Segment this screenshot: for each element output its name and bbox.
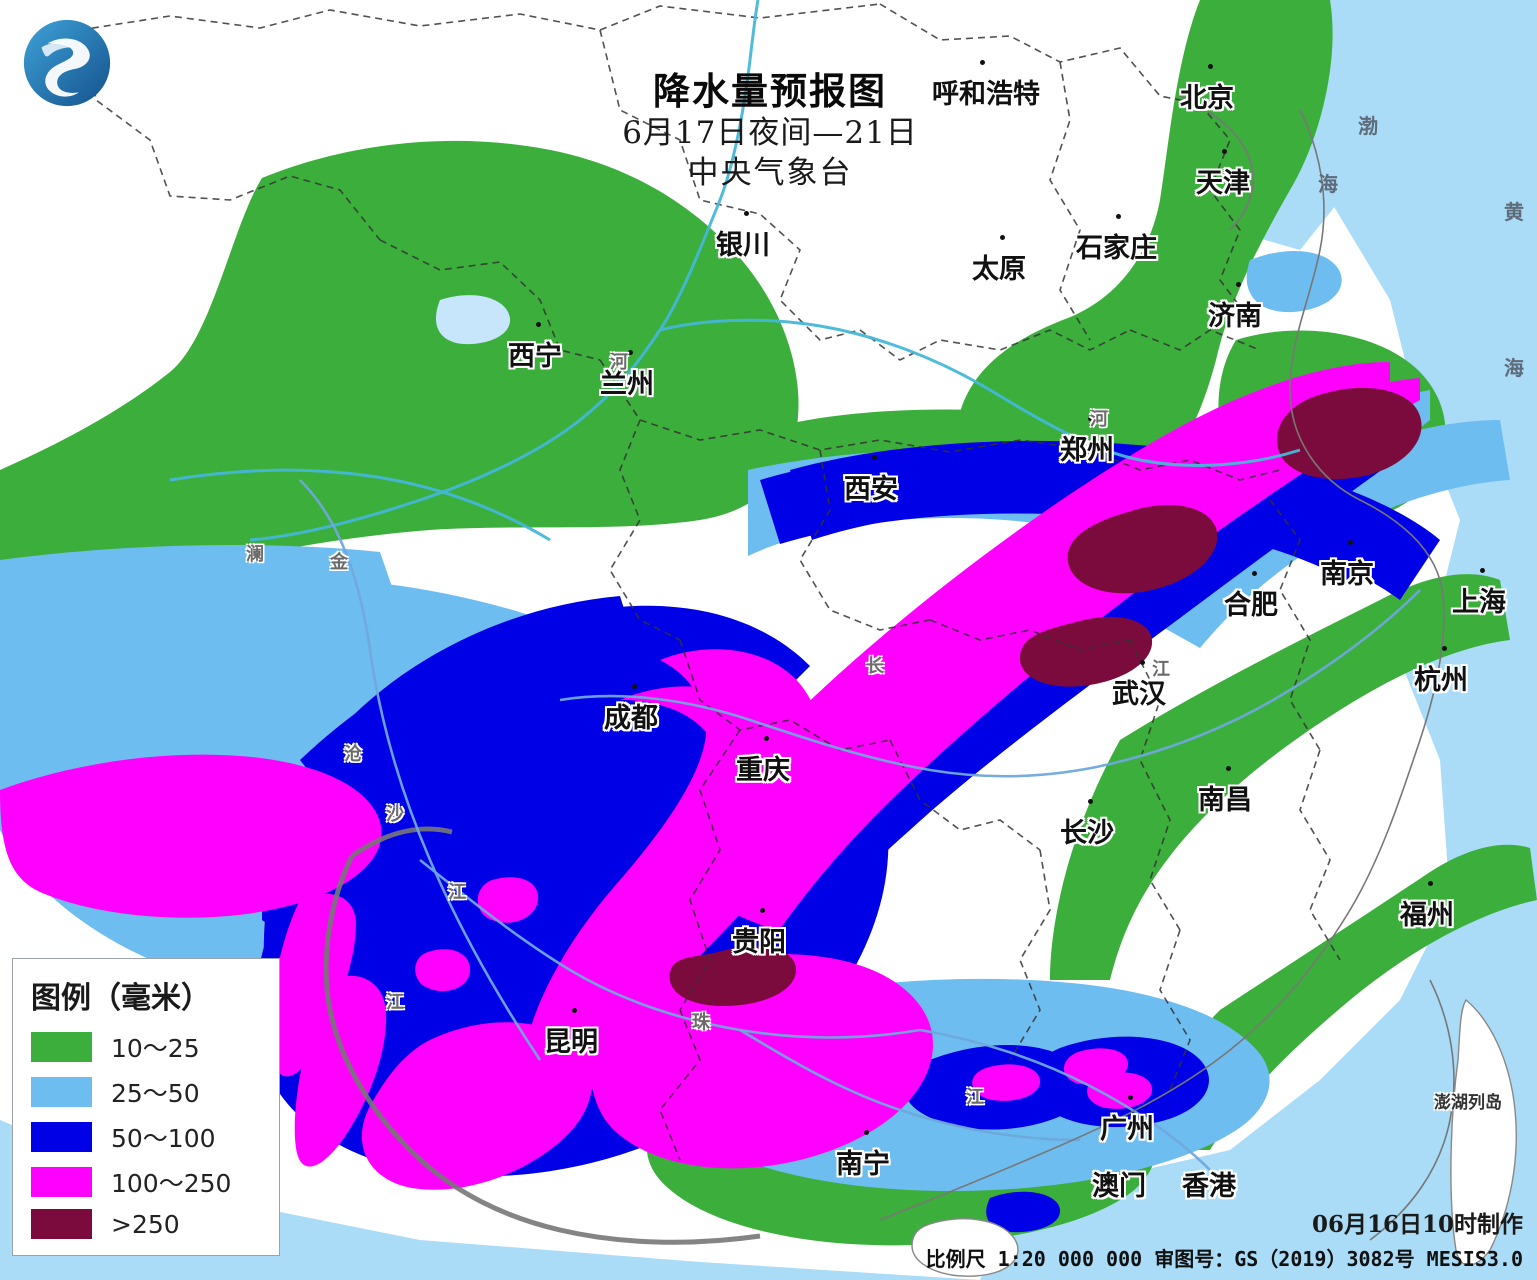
city-dot <box>1000 235 1005 240</box>
legend-label: 25～50 <box>111 1079 200 1108</box>
city-dot <box>536 322 541 327</box>
city-dot <box>872 455 877 460</box>
scale-and-approval: 比例尺 1:20 000 000 审图号：GS（2019）3082号 MESIS… <box>925 1247 1523 1271</box>
city-dot <box>1222 149 1227 154</box>
legend-label: 100～250 <box>111 1169 232 1198</box>
city-dot <box>632 684 637 689</box>
city-dot <box>980 60 985 65</box>
city-dot <box>1208 64 1213 69</box>
city-dot <box>864 1130 869 1135</box>
city-dot <box>744 211 749 216</box>
city-dot <box>1480 568 1485 573</box>
legend-swatch <box>31 1209 92 1239</box>
legend-swatch <box>31 1122 92 1152</box>
city-dot <box>1128 1095 1133 1100</box>
city-dot <box>1140 660 1145 665</box>
legend-swatch <box>31 1167 92 1197</box>
legend-label: 50～100 <box>111 1124 216 1153</box>
legend-swatch <box>31 1077 92 1107</box>
legend-item: 50～100 <box>31 1119 279 1155</box>
city-dot <box>1088 799 1093 804</box>
legend-label: >250 <box>111 1209 180 1239</box>
city-dot <box>760 908 765 913</box>
city-dot <box>1348 540 1353 545</box>
production-time: 06月16日10时制作 <box>1311 1211 1523 1238</box>
legend-rows: 10～25 25～50 50～100 100～250 >250 <box>31 1029 279 1239</box>
legend-item: >250 <box>31 1209 279 1239</box>
city-dot <box>1252 571 1257 576</box>
legend-item: 100～250 <box>31 1164 279 1200</box>
legend-swatch <box>31 1032 92 1062</box>
city-dot <box>1442 646 1447 651</box>
city-dot <box>1428 881 1433 886</box>
city-dot <box>572 1008 577 1013</box>
legend-title: 图例（毫米） <box>31 981 211 1016</box>
city-dot <box>1116 214 1121 219</box>
city-dot <box>628 350 633 355</box>
legend-item: 25～50 <box>31 1074 279 1110</box>
legend-panel: 图例（毫米） 10～25 25～50 50～100 100～250 >250 <box>12 958 280 1256</box>
city-dot <box>1088 416 1093 421</box>
cma-dragon-logo <box>23 19 111 107</box>
legend-item: 10～25 <box>31 1029 279 1065</box>
legend-label: 10～25 <box>111 1034 200 1063</box>
city-dot <box>1236 282 1241 287</box>
city-dot <box>764 736 769 741</box>
city-dot <box>1226 766 1231 771</box>
